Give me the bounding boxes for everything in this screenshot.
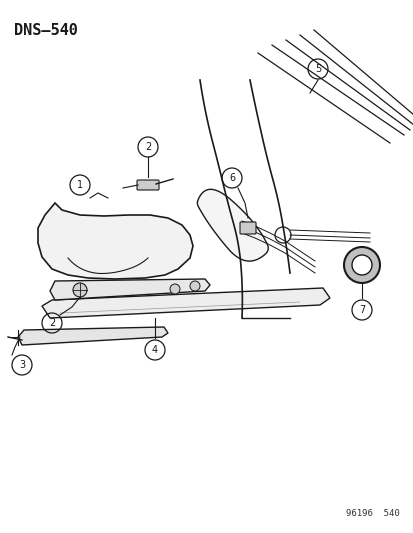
Text: 96196  540: 96196 540 bbox=[345, 509, 399, 518]
FancyBboxPatch shape bbox=[240, 222, 255, 234]
Text: 1: 1 bbox=[77, 180, 83, 190]
Text: 4: 4 bbox=[152, 345, 158, 355]
Polygon shape bbox=[18, 327, 168, 345]
Polygon shape bbox=[50, 279, 209, 300]
Polygon shape bbox=[197, 189, 268, 261]
Circle shape bbox=[170, 284, 180, 294]
Text: 7: 7 bbox=[358, 305, 364, 315]
FancyBboxPatch shape bbox=[137, 180, 159, 190]
Circle shape bbox=[351, 255, 371, 275]
Text: 3: 3 bbox=[19, 360, 25, 370]
Text: DNS–540: DNS–540 bbox=[14, 23, 78, 38]
Circle shape bbox=[343, 247, 379, 283]
Text: 6: 6 bbox=[228, 173, 235, 183]
Text: 5: 5 bbox=[314, 64, 320, 74]
Circle shape bbox=[73, 283, 87, 297]
Circle shape bbox=[190, 281, 199, 291]
Polygon shape bbox=[42, 288, 329, 318]
Polygon shape bbox=[38, 203, 192, 279]
Text: 2: 2 bbox=[49, 318, 55, 328]
Text: 2: 2 bbox=[145, 142, 151, 152]
